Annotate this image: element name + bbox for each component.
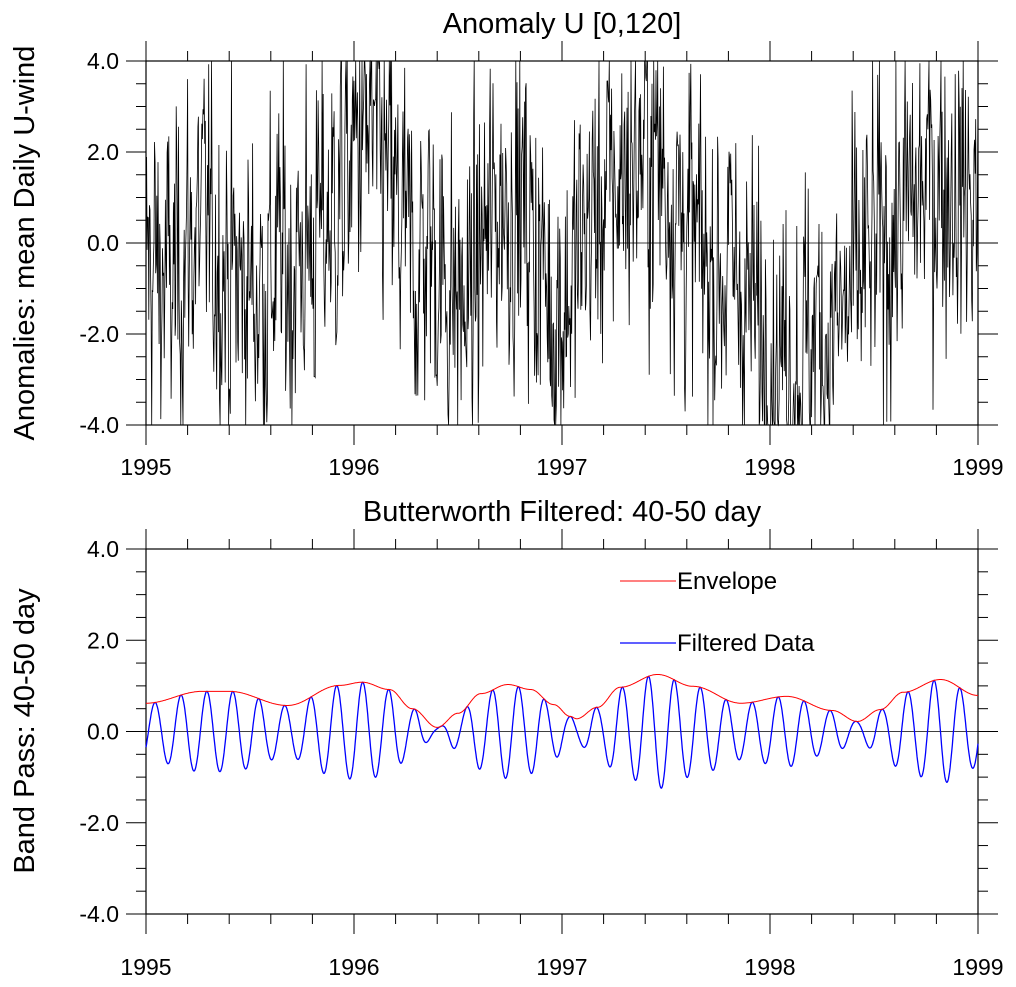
anomaly-x-tick-label: 1997 xyxy=(536,454,587,480)
filtered-y-tick-label: 4.0 xyxy=(87,536,119,562)
anomaly-y-tick-label: 4.0 xyxy=(87,48,119,74)
filtered-chart-title: Butterworth Filtered: 40-50 day xyxy=(363,496,762,528)
envelope-line xyxy=(146,674,979,728)
anomaly-y-tick-label: -2.0 xyxy=(79,321,119,347)
filtered-x-tick-label: 1999 xyxy=(952,954,1003,980)
anomaly-x-tick-label: 1999 xyxy=(952,454,1003,480)
anomaly-series-line xyxy=(145,60,979,427)
filtered-y-tick-label: 0.0 xyxy=(87,719,119,745)
filtered-y-axis-label: Band Pass: 40-50 day xyxy=(9,588,41,874)
anomaly-plot-frame xyxy=(145,60,979,426)
filtered-panel: Butterworth Filtered: 40-50 day Band Pas… xyxy=(9,496,1004,980)
filtered-x-tick-label: 1998 xyxy=(744,954,795,980)
anomaly-x-tick-label: 1995 xyxy=(120,454,171,480)
anomaly-x-tick-label: 1998 xyxy=(744,454,795,480)
anomaly-chart-title: Anomaly U [0,120] xyxy=(443,8,682,40)
filtered-x-tick-label: 1997 xyxy=(536,954,587,980)
anomaly-y-tick-label: -4.0 xyxy=(79,412,119,438)
filtered-x-tick-label: 1996 xyxy=(328,954,379,980)
anomaly-y-tick-label: 0.0 xyxy=(87,230,119,256)
filtered-y-tick-label: -2.0 xyxy=(79,810,119,836)
legend: Envelope Filtered Data xyxy=(620,568,815,657)
filtered-y-tick-label: -4.0 xyxy=(79,901,119,927)
legend-envelope-label: Envelope xyxy=(677,568,777,595)
filtered-data-line xyxy=(145,675,979,790)
anomaly-panel: Anomaly U [0,120] Anomalies: mean Daily … xyxy=(9,8,1004,480)
filtered-y-tick-label: 2.0 xyxy=(87,627,119,653)
legend-filtered-label: Filtered Data xyxy=(677,630,815,657)
anomaly-y-tick-label: 2.0 xyxy=(87,139,119,165)
anomaly-x-tick-label: 1996 xyxy=(328,454,379,480)
filtered-x-tick-label: 1995 xyxy=(120,954,171,980)
filtered-plot-frame xyxy=(145,548,979,915)
anomaly-y-axis-label: Anomalies: mean Daily U-wind xyxy=(9,46,41,441)
